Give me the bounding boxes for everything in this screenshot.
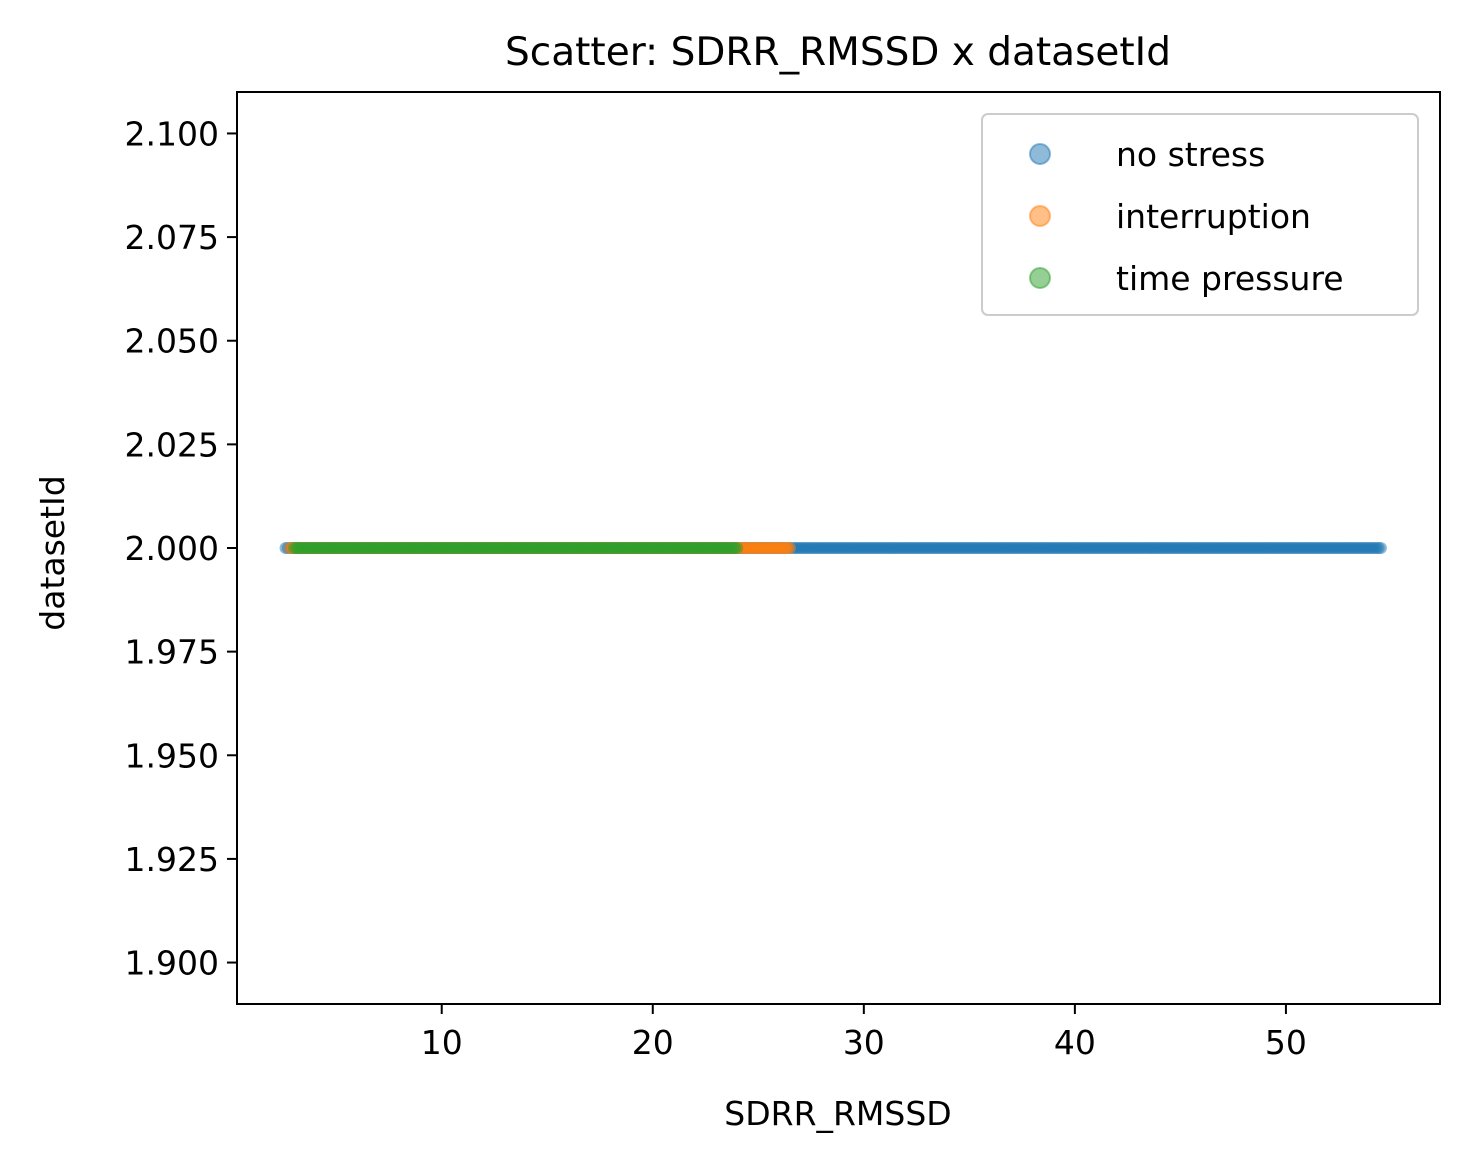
- points-layer: [279, 542, 1387, 554]
- x-tick-label: 20: [632, 1023, 674, 1062]
- y-tick-label: 1.975: [125, 633, 219, 672]
- y-tick-label: 1.950: [125, 736, 219, 775]
- x-tick-label: 10: [421, 1023, 463, 1062]
- x-tick-label: 40: [1054, 1023, 1096, 1062]
- legend-item: no stress: [1029, 135, 1265, 174]
- legend-items: no stress interruption time pressure: [1029, 135, 1344, 298]
- legend-marker: [1029, 143, 1051, 165]
- x-tick-label: 30: [843, 1023, 885, 1062]
- y-tick-label: 2.075: [125, 218, 219, 257]
- y-tick-label: 1.900: [125, 944, 219, 983]
- x-tick-label: 50: [1265, 1023, 1307, 1062]
- legend: no stress interruption time pressure: [981, 113, 1419, 316]
- legend-label: interruption: [1116, 197, 1311, 236]
- legend-marker: [1029, 267, 1051, 289]
- x-axis-label: SDRR_RMSSD: [724, 1094, 951, 1133]
- data-point: [731, 542, 744, 554]
- series-time-pressure: [287, 542, 744, 554]
- y-tick-label: 2.025: [125, 425, 219, 464]
- data-point: [1374, 542, 1387, 554]
- y-tick-label: 2.050: [125, 322, 219, 361]
- legend-marker: [1029, 205, 1051, 227]
- x-axis: 10 20 30 40 50: [421, 1004, 1307, 1062]
- y-tick-label: 1.925: [125, 840, 219, 879]
- data-point: [783, 542, 796, 554]
- y-tick-label: 2.000: [125, 529, 219, 568]
- y-tick-label: 2.100: [125, 114, 219, 153]
- y-axis: 1.900 1.925 1.950 1.975 2.000 2.025 2.050 2.075…: [125, 114, 237, 983]
- legend-label: no stress: [1116, 135, 1265, 174]
- legend-label: time pressure: [1116, 259, 1344, 298]
- legend-frame: [981, 113, 1419, 316]
- legend-item: time pressure: [1029, 259, 1344, 298]
- y-axis-label: datasetId: [33, 475, 72, 630]
- chart-title: Scatter: SDRR_RMSSD x datasetId: [505, 30, 1171, 75]
- legend-item: interruption: [1029, 197, 1311, 236]
